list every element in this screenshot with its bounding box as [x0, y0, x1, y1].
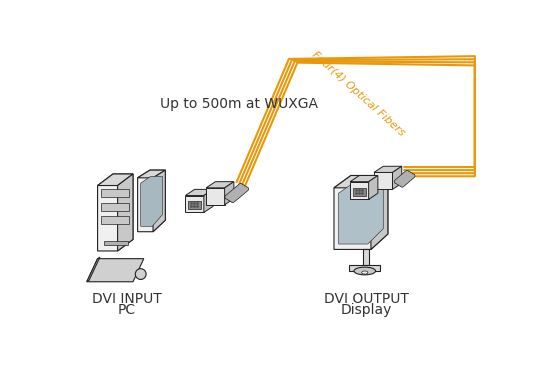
- Polygon shape: [185, 196, 204, 212]
- Polygon shape: [206, 188, 225, 205]
- Polygon shape: [349, 265, 380, 271]
- Polygon shape: [185, 189, 213, 196]
- Polygon shape: [204, 189, 213, 212]
- Polygon shape: [363, 249, 370, 265]
- Polygon shape: [368, 176, 378, 199]
- Polygon shape: [374, 172, 393, 189]
- Polygon shape: [350, 182, 368, 199]
- Polygon shape: [393, 166, 402, 189]
- Polygon shape: [188, 201, 200, 209]
- Polygon shape: [97, 174, 133, 251]
- Polygon shape: [101, 216, 129, 224]
- Polygon shape: [101, 203, 129, 211]
- Polygon shape: [138, 170, 165, 232]
- Text: Display: Display: [340, 303, 392, 317]
- Polygon shape: [97, 174, 133, 185]
- Polygon shape: [225, 182, 234, 205]
- Polygon shape: [334, 176, 388, 249]
- Polygon shape: [153, 170, 165, 232]
- Polygon shape: [118, 174, 133, 251]
- Text: DVI OUTPUT: DVI OUTPUT: [324, 292, 409, 306]
- Text: PC: PC: [118, 303, 136, 317]
- Polygon shape: [350, 176, 378, 182]
- Text: DVI INPUT: DVI INPUT: [92, 292, 162, 306]
- Polygon shape: [87, 257, 100, 282]
- Polygon shape: [138, 170, 165, 178]
- Polygon shape: [206, 182, 234, 188]
- Text: Up to 500m at WUXGA: Up to 500m at WUXGA: [160, 97, 318, 111]
- Polygon shape: [101, 189, 129, 197]
- Polygon shape: [374, 166, 402, 172]
- Polygon shape: [104, 241, 128, 245]
- Polygon shape: [334, 176, 388, 188]
- Polygon shape: [87, 259, 144, 282]
- Polygon shape: [141, 176, 162, 226]
- Text: Four(4) Optical Fibers: Four(4) Optical Fibers: [310, 49, 407, 138]
- Circle shape: [136, 269, 146, 280]
- Polygon shape: [371, 176, 388, 249]
- Ellipse shape: [362, 271, 368, 274]
- Polygon shape: [353, 188, 366, 196]
- Polygon shape: [339, 183, 383, 244]
- Ellipse shape: [354, 267, 376, 275]
